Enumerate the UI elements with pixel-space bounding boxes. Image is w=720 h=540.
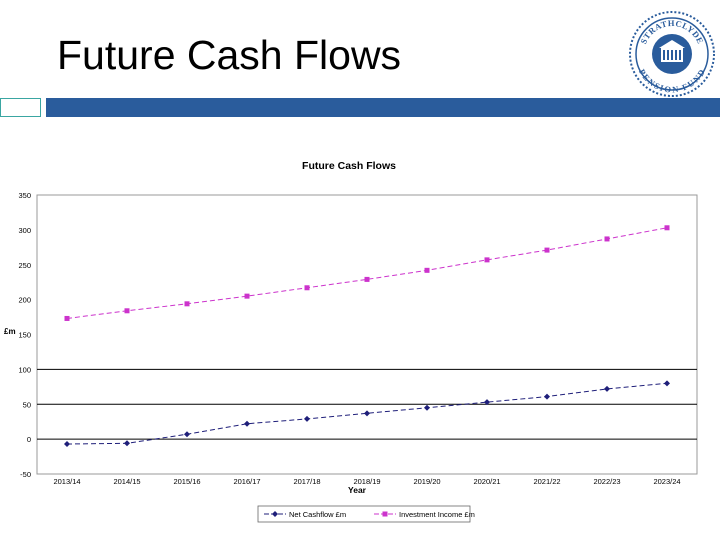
legend-label: Net Cashflow £m: [289, 510, 346, 519]
series-line-1: [66, 382, 668, 445]
x-tick-label: 2017/18: [293, 477, 320, 486]
y-tick-label: 50: [23, 400, 31, 409]
data-point: [544, 247, 550, 253]
data-point: [184, 301, 190, 307]
accent-bar: [46, 98, 720, 117]
slide-title: Future Cash Flows: [57, 32, 402, 78]
data-point: [244, 420, 250, 427]
legend-label: Investment Income £m: [399, 510, 475, 519]
data-point: [364, 410, 370, 417]
data-point: [124, 308, 130, 314]
x-tick-label: 2020/21: [473, 477, 500, 486]
x-tick-label: 2018/19: [353, 477, 380, 486]
data-point: [124, 440, 130, 447]
data-point: [64, 315, 70, 321]
legend-marker: [382, 511, 388, 517]
data-point: [184, 431, 190, 438]
future-cash-flows-chart: Future Cash Flows -50 0 50 100 150 200 250 300 3…: [4, 160, 698, 523]
data-point: [304, 285, 310, 291]
strathclyde-pension-fund-logo: STRATHCLYDE PENSION FUND: [629, 11, 715, 97]
data-point: [244, 293, 250, 299]
x-tick-label: 2022/23: [593, 477, 620, 486]
data-point: [604, 385, 610, 392]
data-point: [424, 267, 430, 273]
y-tick-label: 150: [18, 331, 31, 340]
x-tick-label: 2013/14: [53, 477, 80, 486]
y-tick-label: 300: [18, 226, 31, 235]
x-tick-label: 2019/20: [413, 477, 440, 486]
y-tick-label: 100: [18, 365, 31, 374]
data-point: [64, 441, 70, 448]
data-point: [664, 380, 670, 387]
y-tick-label: 350: [18, 191, 31, 200]
y-axis-label: £m: [4, 327, 16, 336]
series-line-2: [66, 227, 668, 319]
x-tick-label: 2016/17: [233, 477, 260, 486]
data-point: [604, 236, 610, 242]
data-point: [484, 399, 490, 406]
x-axis-label: Year: [348, 485, 367, 495]
y-tick-label: 0: [27, 435, 31, 444]
y-tick-label: -50: [20, 470, 31, 479]
y-tick-label: 200: [18, 296, 31, 305]
legend-box: [257, 505, 471, 523]
data-point: [484, 257, 490, 263]
data-point: [664, 225, 670, 231]
chart-title: Future Cash Flows: [302, 160, 396, 172]
plot-area: [36, 194, 698, 475]
y-tick-label: 250: [18, 261, 31, 270]
data-point: [364, 276, 370, 282]
legend-marker: [272, 511, 278, 517]
x-tick-label: 2014/15: [113, 477, 140, 486]
data-point: [424, 404, 430, 411]
data-point: [304, 415, 310, 422]
legend: Net Cashflow £m Investment Income £m: [257, 505, 475, 523]
x-tick-label: 2021/22: [533, 477, 560, 486]
x-tick-label: 2023/24: [653, 477, 680, 486]
x-tick-label: 2015/16: [173, 477, 200, 486]
data-point: [544, 393, 550, 400]
accent-square: [0, 98, 41, 117]
